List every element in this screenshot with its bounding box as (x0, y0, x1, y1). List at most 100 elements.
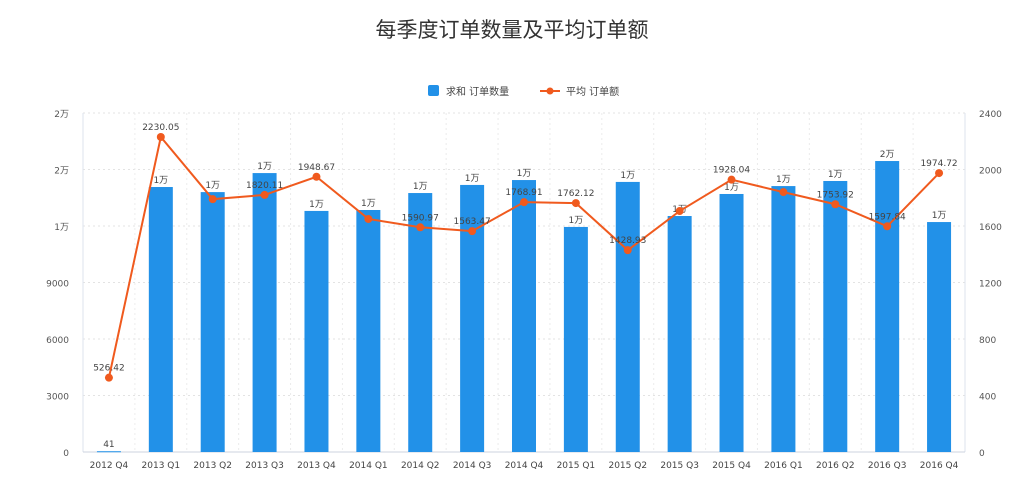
y-right-tick-label: 2400 (979, 110, 1002, 120)
y-right-tick-label: 1200 (979, 280, 1002, 290)
line-data-label: 1820.11 (246, 181, 283, 191)
bar-data-label: 41 (103, 440, 114, 450)
bar (927, 222, 952, 452)
bar-data-label: 1万 (932, 211, 947, 221)
x-tick-label: 2015 Q4 (712, 461, 751, 471)
bar (148, 187, 173, 452)
bar (200, 192, 225, 452)
x-tick-label: 2016 Q3 (868, 461, 907, 471)
line-data-label: 1563.47 (454, 217, 491, 227)
bar-data-label: 1万 (205, 181, 220, 191)
bar (771, 186, 796, 452)
bar (304, 210, 329, 452)
bar (823, 180, 848, 452)
bar-data-label: 2万 (880, 150, 895, 160)
x-tick-label: 2014 Q2 (401, 461, 440, 471)
line-data-label: 2230.05 (142, 123, 179, 133)
y-left-tick-label: 2万 (54, 110, 69, 120)
y-right-tick-label: 800 (979, 336, 996, 346)
line-data-label: 1590.97 (402, 213, 439, 223)
chart-title: 每季度订单数量及平均订单额 (375, 18, 649, 42)
bar (408, 193, 433, 452)
line-point (571, 199, 580, 208)
y-right-tick-label: 1600 (979, 223, 1002, 233)
line-point (675, 207, 684, 216)
y-right-tick-label: 400 (979, 393, 996, 403)
bar (667, 216, 692, 452)
bar-data-label: 1万 (309, 200, 324, 210)
bar-data-label: 1万 (724, 183, 739, 193)
line-data-label: 526.42 (93, 364, 125, 374)
x-tick-label: 2014 Q4 (505, 461, 544, 471)
line-point (623, 246, 632, 255)
x-tick-label: 2015 Q3 (660, 461, 699, 471)
x-tick-label: 2016 Q2 (816, 461, 855, 471)
bar-data-label: 1万 (517, 169, 532, 179)
bar (719, 193, 744, 452)
bar (96, 451, 121, 453)
line-data-label: 1753.92 (817, 190, 854, 200)
legend-bar-label: 求和 订单数量 (446, 85, 509, 98)
x-tick-label: 2013 Q4 (297, 461, 336, 471)
x-tick-label: 2015 Q2 (608, 461, 647, 471)
line-point (779, 188, 788, 197)
line-point (364, 214, 373, 223)
bar-data-label: 1万 (361, 199, 376, 209)
line-data-label: 1762.12 (557, 189, 594, 199)
bar (356, 209, 381, 452)
x-tick-label: 2014 Q3 (453, 461, 492, 471)
x-tick-label: 2013 Q2 (193, 461, 232, 471)
line-point (156, 133, 165, 142)
line-data-label: 1768.91 (505, 188, 542, 198)
bar (563, 226, 588, 452)
x-tick-label: 2016 Q1 (764, 461, 803, 471)
y-right-tick-label: 2000 (979, 167, 1002, 177)
line-point (935, 169, 944, 178)
legend-bar-swatch (428, 85, 439, 96)
line-point (831, 200, 840, 209)
line-point (468, 227, 477, 236)
x-tick-label: 2013 Q3 (245, 461, 284, 471)
x-tick-label: 2014 Q1 (349, 461, 388, 471)
line-point (104, 373, 113, 382)
y-left-tick-label: 0 (63, 449, 69, 459)
bar-data-label: 1万 (776, 175, 791, 185)
x-tick-label: 2015 Q1 (557, 461, 596, 471)
line-point (312, 172, 321, 181)
line-point (416, 223, 425, 232)
line-data-label: 1974.72 (920, 159, 957, 169)
bar-data-label: 1万 (828, 170, 843, 180)
line-data-label: 1597.84 (869, 212, 906, 222)
bar (875, 161, 900, 452)
x-tick-label: 2013 Q1 (142, 461, 181, 471)
legend-line-marker (546, 87, 554, 95)
x-tick-label: 2012 Q4 (90, 461, 129, 471)
bar-data-label: 1万 (569, 216, 584, 226)
line-data-label: 1948.67 (298, 163, 335, 173)
x-tick-label: 2016 Q4 (920, 461, 959, 471)
bar-data-label: 1万 (465, 174, 480, 184)
y-right-tick-label: 0 (979, 449, 985, 459)
y-left-tick-label: 3000 (46, 393, 69, 403)
y-left-tick-label: 2万 (54, 167, 69, 177)
y-left-tick-label: 6000 (46, 336, 69, 346)
line-point (727, 175, 736, 184)
bar-data-label: 1万 (620, 171, 635, 181)
y-left-tick-label: 9000 (46, 280, 69, 290)
bar (252, 173, 277, 452)
y-left-tick-label: 1万 (54, 223, 69, 233)
bar-data-label: 1万 (413, 182, 428, 192)
line-point (208, 195, 217, 204)
line-data-label: 1928.04 (713, 166, 750, 176)
line-data-label: 1428.93 (609, 236, 646, 246)
bar (512, 180, 536, 452)
line-point (883, 222, 892, 231)
bar (615, 181, 640, 452)
legend-line-label: 平均 订单额 (566, 85, 619, 98)
bar-data-label: 1万 (153, 176, 168, 186)
line-point (260, 190, 269, 199)
line-point (520, 198, 528, 207)
bar-data-label: 1万 (257, 162, 272, 172)
